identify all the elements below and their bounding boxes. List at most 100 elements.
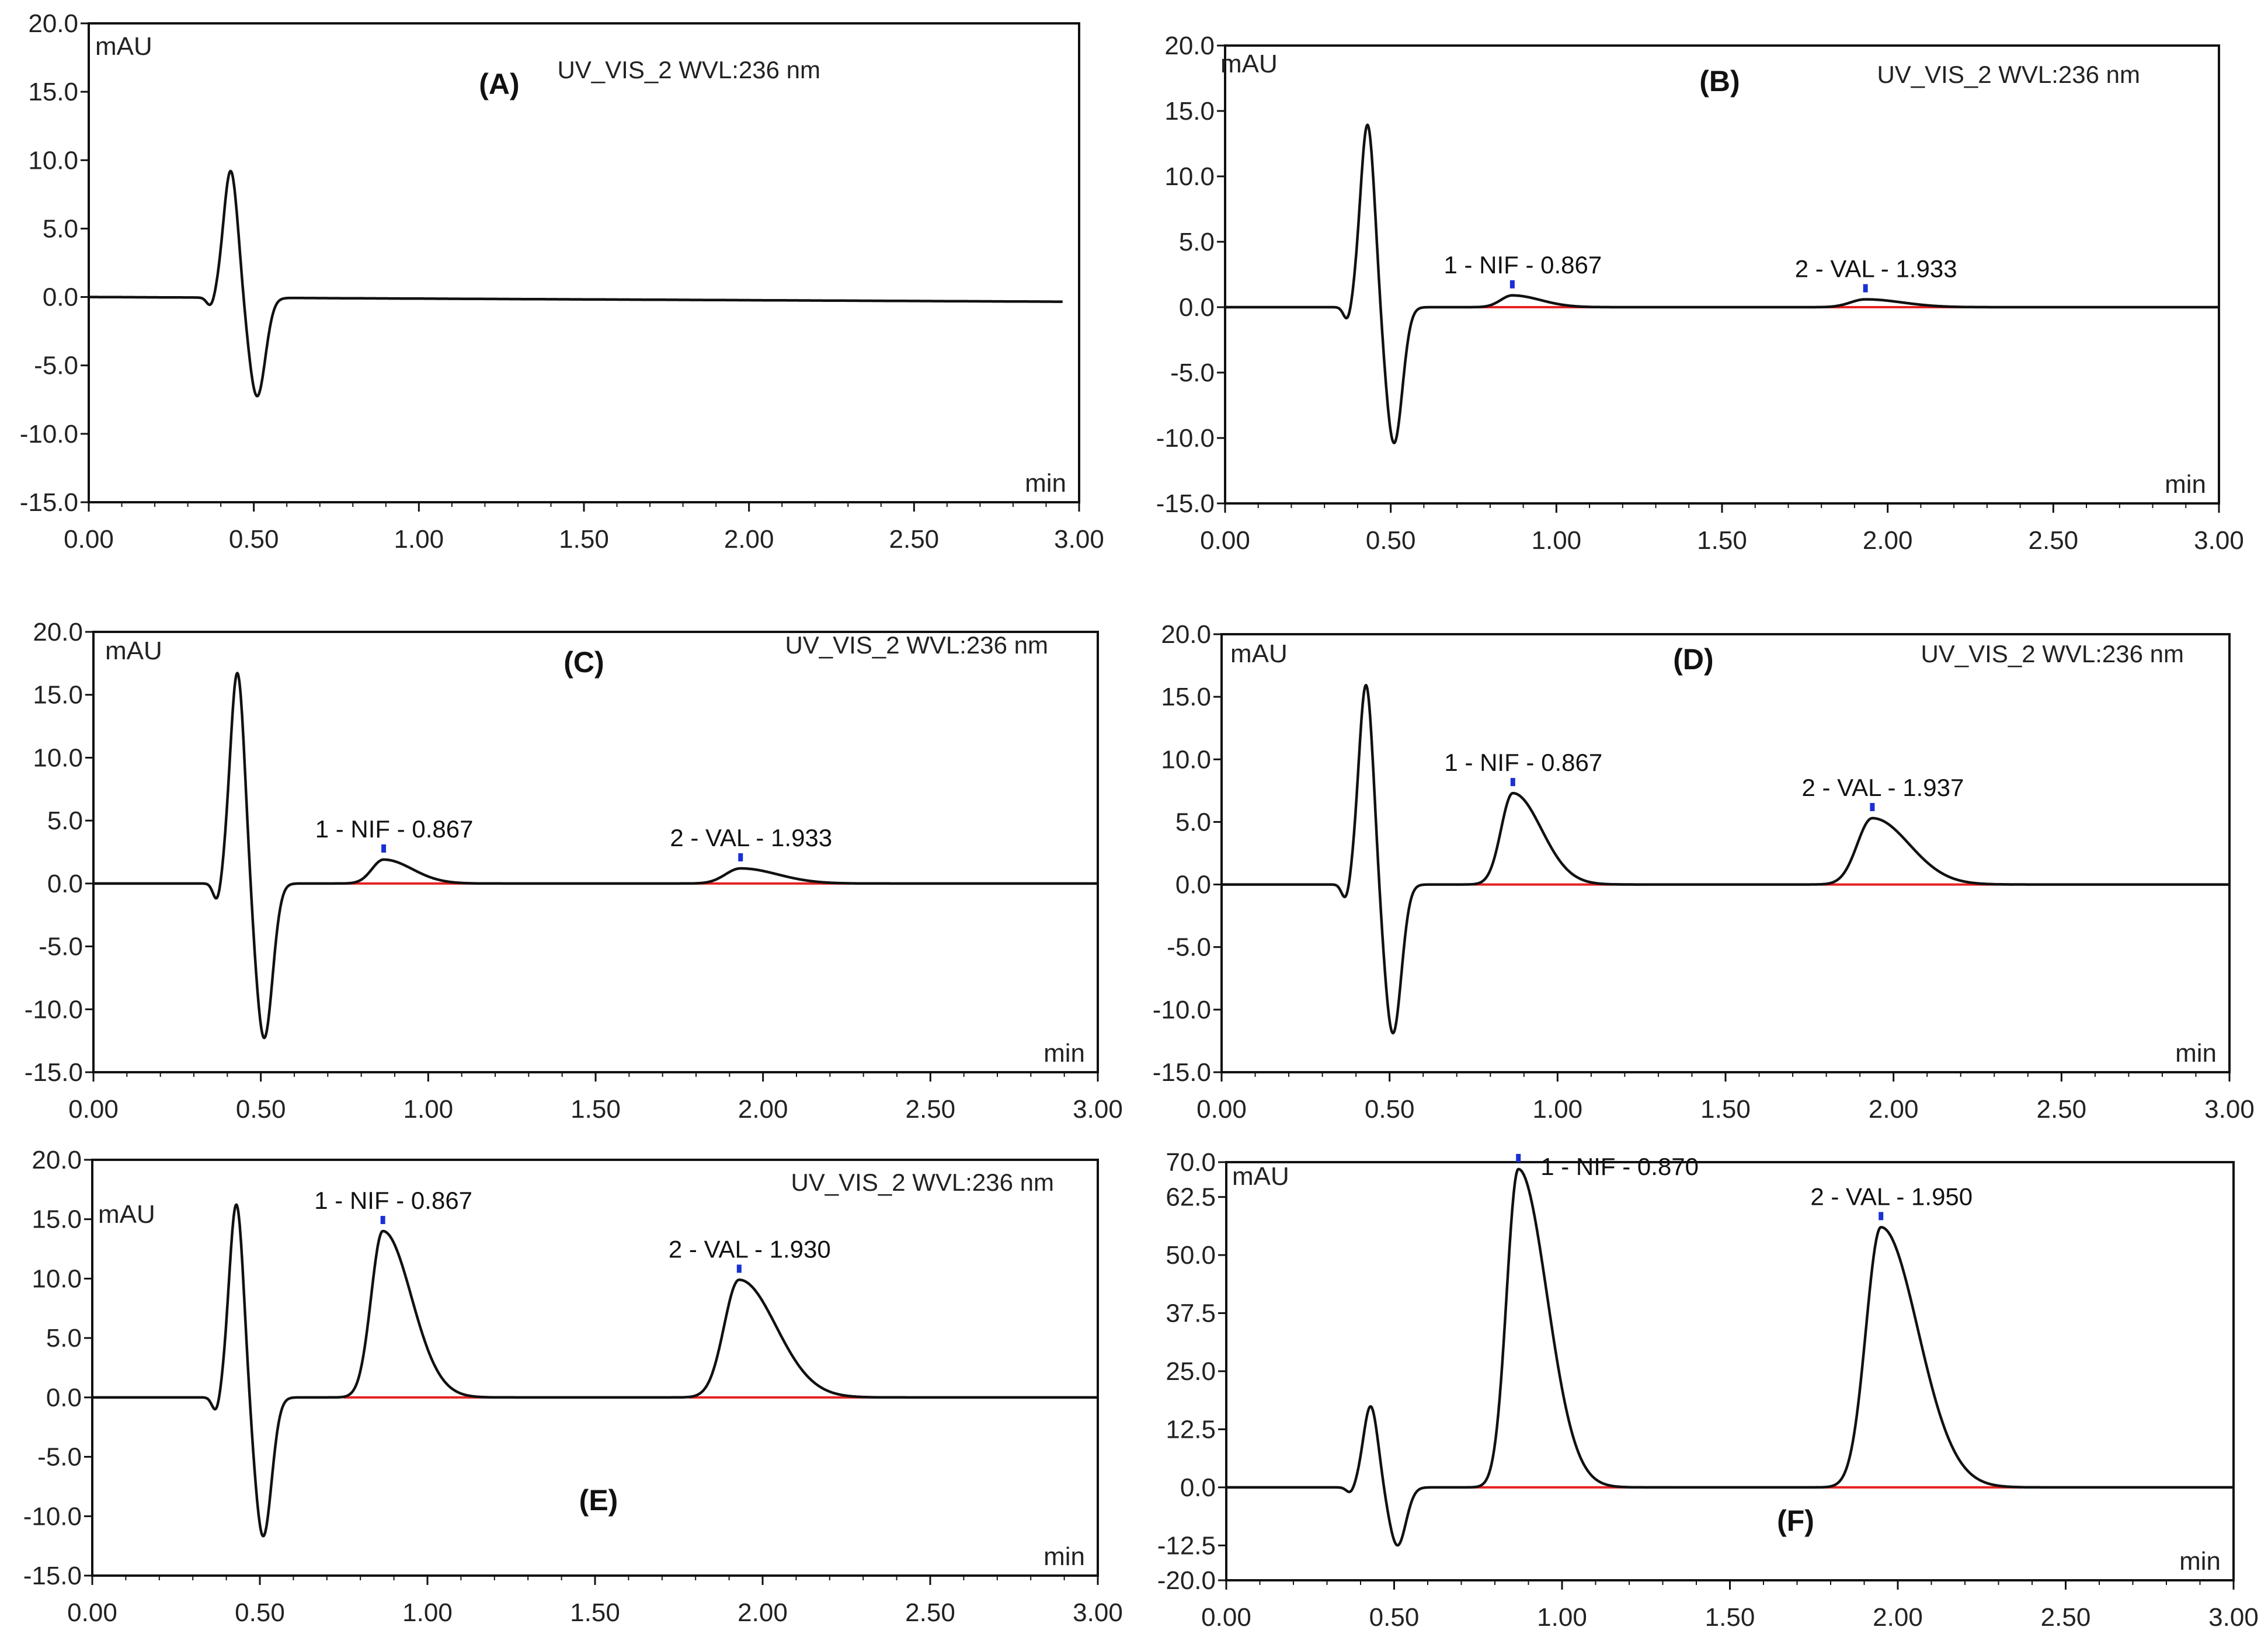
panel-label: (D) (1673, 643, 1713, 676)
y-tick-label: 5.0 (47, 806, 83, 835)
x-tick-label: 2.00 (738, 1095, 788, 1124)
y-tick-label: -10.0 (25, 995, 83, 1024)
peak-apex-marker (381, 844, 387, 853)
x-tick-label: 0.50 (236, 1095, 286, 1124)
x-tick-label: 1.00 (1532, 526, 1582, 555)
x-tick-label: 2.50 (2041, 1603, 2091, 1627)
x-tick-label: 3.00 (2194, 526, 2244, 555)
y-tick-label: 20.0 (1164, 32, 1215, 60)
peak-label: 1 - NIF - 0.867 (315, 815, 474, 843)
y-tick-label: 15.0 (1164, 97, 1215, 126)
chromatogram-trace (1225, 1167, 2235, 1547)
x-tick-label: 1.50 (1705, 1603, 1755, 1627)
y-tick-label: 37.5 (1166, 1299, 1216, 1328)
plot-frame (1220, 633, 2231, 1073)
y-tick-label: 12.5 (1166, 1415, 1216, 1444)
chromatogram-trace (88, 169, 1063, 398)
y-tick-label: -5.0 (34, 352, 78, 380)
peak-label: 1 - NIF - 0.867 (1444, 749, 1602, 776)
y-tick-label: -5.0 (37, 1443, 82, 1472)
detector-label: UV_VIS_2 WVL:236 nm (1921, 640, 2184, 668)
x-tick-label: 1.50 (1697, 526, 1747, 555)
plot-frame (1225, 1161, 2235, 1581)
y-tick-label: 5.0 (1179, 228, 1215, 256)
peak-apex-marker (1509, 280, 1515, 288)
x-tick-label: 0.00 (64, 525, 114, 554)
plot-frame (1224, 44, 2220, 505)
y-tick-label: 20.0 (32, 1146, 82, 1174)
x-tick-label: 2.00 (1873, 1603, 1923, 1627)
y-tick-label: 10.0 (32, 1264, 82, 1293)
plot-frame (92, 631, 1099, 1073)
x-tick-label: 0.50 (1369, 1603, 1420, 1627)
y-tick-label: 0.0 (1175, 871, 1211, 899)
x-tick-label: 1.50 (559, 525, 609, 554)
y-tick-label: -15.0 (23, 1562, 82, 1590)
y-tick-label: 50.0 (1166, 1241, 1216, 1270)
y-tick-label: 0.0 (43, 283, 78, 312)
y-tick-label: 0.0 (46, 1383, 82, 1412)
y-tick-label: -15.0 (1153, 1058, 1211, 1087)
y-tick-label: -10.0 (23, 1502, 82, 1531)
panel-label: (A) (479, 68, 519, 100)
y-axis-label: mAU (1220, 50, 1278, 78)
y-axis-label: mAU (95, 32, 152, 61)
x-tick-label: 1.50 (1700, 1095, 1751, 1124)
y-tick-label: 62.5 (1166, 1183, 1216, 1212)
y-tick-label: -10.0 (20, 420, 78, 449)
y-tick-label: -12.5 (1157, 1531, 1216, 1560)
x-tick-label: 0.00 (68, 1095, 119, 1124)
x-tick-label: 0.50 (229, 525, 279, 554)
y-tick-label: 15.0 (1161, 683, 1211, 711)
x-tick-label: 1.00 (1537, 1603, 1587, 1627)
y-tick-label: 5.0 (46, 1324, 82, 1353)
y-axis-label: mAU (1230, 639, 1288, 668)
x-tick-label: 2.50 (889, 525, 940, 554)
peak-apex-marker (1879, 1212, 1884, 1221)
detector-label: UV_VIS_2 WVL:236 nm (791, 1169, 1054, 1196)
x-tick-label: 3.00 (1073, 1598, 1123, 1627)
x-tick-label: 2.50 (2029, 526, 2079, 555)
x-tick-label: 2.00 (738, 1598, 788, 1627)
x-tick-label: 3.00 (2208, 1603, 2259, 1627)
y-axis-label: mAU (105, 637, 162, 665)
x-axis-label: min (2179, 1547, 2221, 1576)
y-tick-label: -15.0 (1156, 489, 1215, 518)
chromatogram-panel-d: -15.0 -10.0 -5.0 0.0 5.0 10.0 15.0 20.0 0.00 0.50… (1153, 620, 2255, 1124)
x-tick-label: 3.00 (1054, 525, 1104, 554)
x-tick-label: 0.50 (1366, 526, 1416, 555)
x-tick-label: 3.00 (1073, 1095, 1123, 1124)
x-tick-label: 0.00 (1200, 526, 1250, 555)
y-tick-label: 15.0 (28, 78, 78, 106)
detector-label: UV_VIS_2 WVL:236 nm (785, 631, 1048, 659)
chromatogram-trace (1220, 683, 2231, 1035)
y-tick-label: 10.0 (1164, 162, 1215, 191)
chromatogram-trace (1224, 123, 2220, 444)
panel-label: (B) (1699, 65, 1740, 98)
x-tick-label: 1.50 (570, 1598, 620, 1627)
x-axis-label: min (1043, 1542, 1085, 1571)
x-tick-label: 0.50 (1365, 1095, 1415, 1124)
x-tick-label: 1.00 (1533, 1095, 1583, 1124)
x-axis-label: min (1025, 469, 1066, 498)
y-tick-label: -5.0 (39, 933, 83, 961)
chromatogram-trace (91, 1203, 1099, 1538)
y-tick-label: -20.0 (1157, 1566, 1216, 1595)
x-tick-label: 0.00 (1196, 1095, 1247, 1124)
y-tick-label: -15.0 (25, 1058, 83, 1087)
x-axis-label: min (2165, 470, 2206, 499)
y-tick-label: 0.0 (1179, 293, 1215, 322)
y-tick-label: 20.0 (33, 618, 83, 646)
x-tick-label: 0.00 (1201, 1603, 1251, 1627)
y-tick-label: 20.0 (28, 9, 78, 38)
y-tick-label: 0.0 (1180, 1473, 1216, 1502)
x-tick-label: 2.50 (905, 1598, 955, 1627)
y-axis-label: mAU (98, 1200, 155, 1229)
y-tick-label: -5.0 (1170, 359, 1215, 387)
panel-label: (F) (1777, 1504, 1814, 1537)
peak-apex-marker (736, 1264, 742, 1273)
chromatogram-panel-f: -20.0 -12.5 0.0 12.5 25.0 37.5 50.0 62.5 70.0 0.0… (1157, 1148, 2259, 1627)
x-tick-label: 0.00 (67, 1598, 117, 1627)
peak-apex-marker (1863, 284, 1868, 293)
